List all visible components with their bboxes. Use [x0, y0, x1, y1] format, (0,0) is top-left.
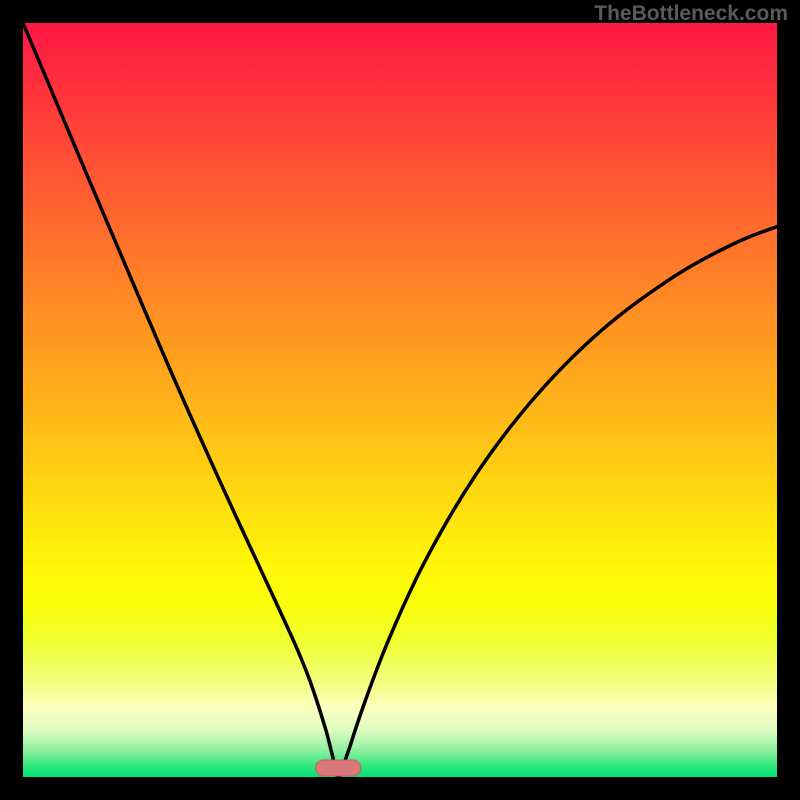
bottleneck-chart: [0, 0, 800, 800]
chart-container: TheBottleneck.com: [0, 0, 800, 800]
minimum-marker: [316, 760, 361, 776]
plot-background: [23, 23, 777, 777]
watermark-text: TheBottleneck.com: [594, 2, 788, 26]
